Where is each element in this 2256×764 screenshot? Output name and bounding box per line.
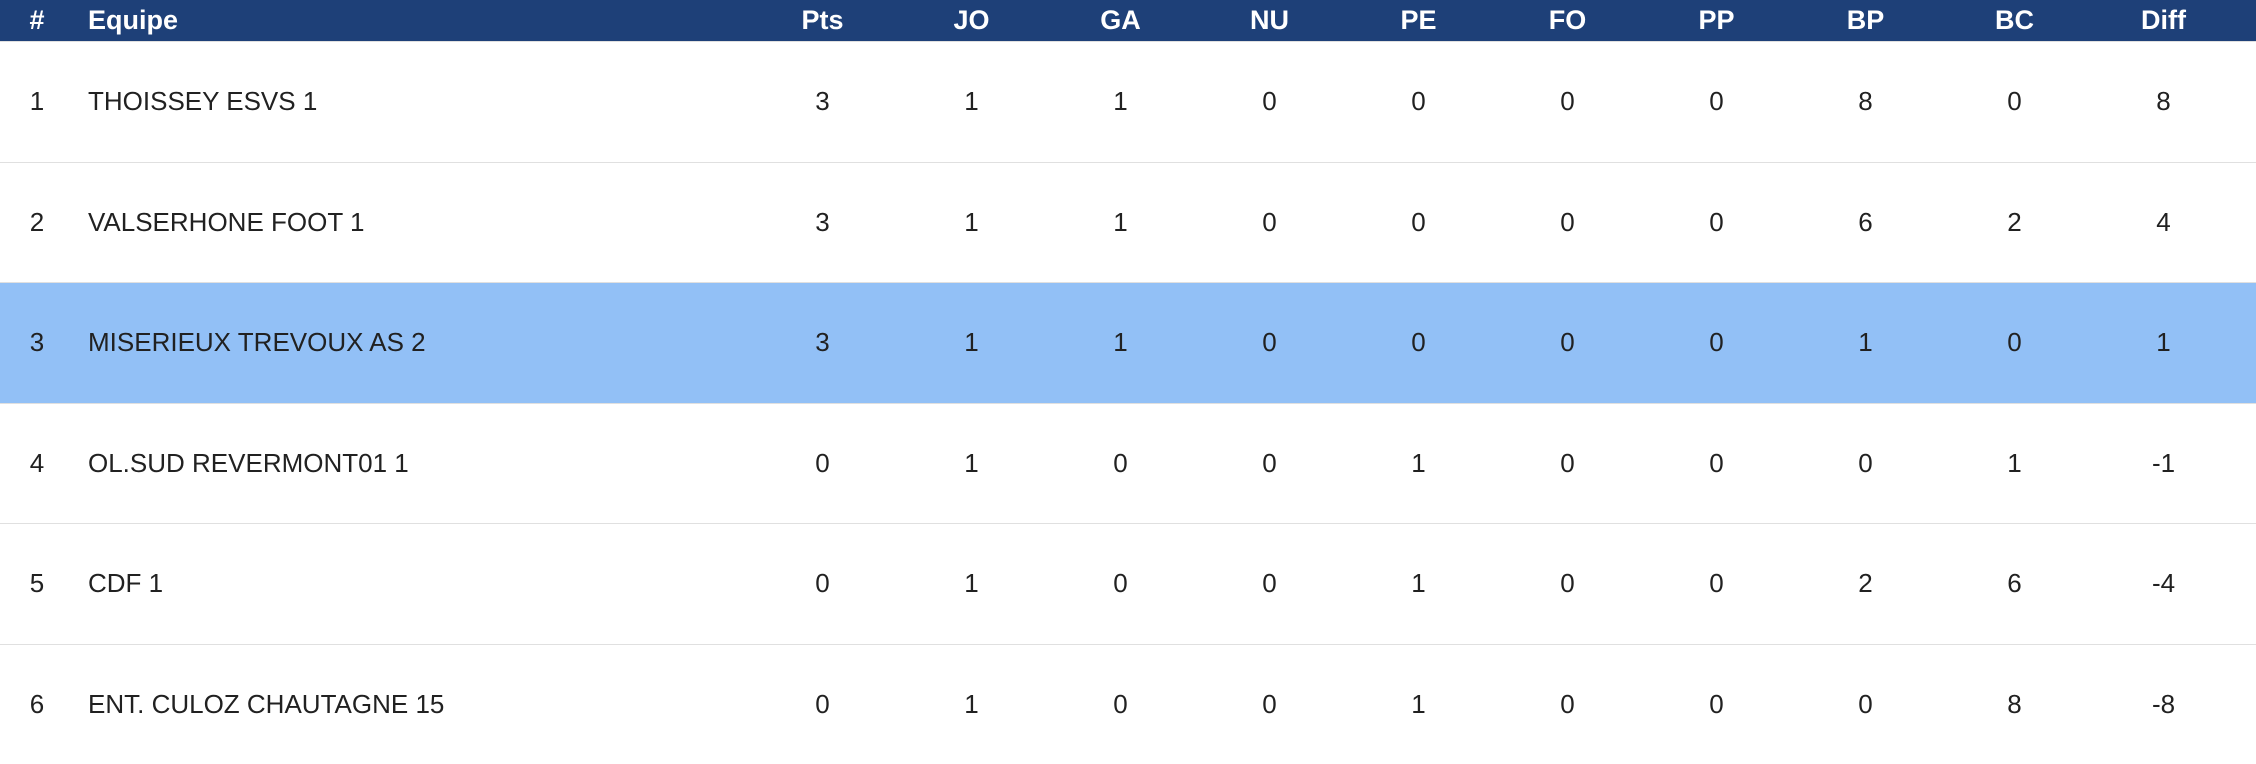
table-row-3-highlighted[interactable]: 3 MISERIEUX TREVOUX AS 2 3 1 1 0 0 0 0 1… [0,282,2256,403]
stat-bp-cell: 6 [1858,206,1873,237]
stat-ga-cell: 1 [1113,327,1128,358]
col-header-fo: FO [1548,5,1587,35]
stat-nu-cell: 0 [1262,327,1277,358]
stat-bc-cell: 0 [2007,327,2022,358]
stat-ga-cell: 0 [1113,688,1128,719]
table-row-4[interactable]: 4 OL.SUD REVERMONT01 1 0 1 0 0 1 0 0 0 1… [0,402,2256,524]
table-row-5[interactable]: 5 CDF 1 0 1 0 0 1 0 0 2 6 -4 [0,523,2256,644]
col-header-rank: # [29,5,45,35]
team-cell: CDF 1 [88,568,164,599]
stat-pe-cell: 1 [1411,688,1426,719]
stat-diff-cell: -4 [2151,568,2176,599]
stat-diff-cell: 8 [2156,86,2171,117]
stat-diff-cell: -1 [2151,447,2176,478]
rank-cell: 1 [29,86,45,117]
team-cell: VALSERHONE FOOT 1 [88,206,365,237]
team-cell: OL.SUD REVERMONT01 1 [88,447,409,478]
stat-fo-cell: 0 [1560,688,1575,719]
rank-cell: 5 [29,568,45,599]
stat-pp-cell: 0 [1709,206,1724,237]
stat-pe-cell: 0 [1411,86,1426,117]
col-header-nu: NU [1250,5,1289,35]
stat-nu-cell: 0 [1262,447,1277,478]
stat-pe-cell: 1 [1411,568,1426,599]
table-header: # Equipe Pts JO GA NU PE FO PP BP BC Dif… [0,0,2256,41]
team-cell: THOISSEY ESVS 1 [88,86,318,117]
stat-fo-cell: 0 [1560,206,1575,237]
stat-jo-cell: 1 [964,206,979,237]
stat-pts-cell: 3 [815,327,830,358]
col-header-jo: JO [953,5,990,35]
rank-cell: 3 [29,327,45,358]
col-header-equipe: Equipe [88,5,179,35]
stat-nu-cell: 0 [1262,568,1277,599]
stat-ga-cell: 0 [1113,447,1128,478]
col-header-pe: PE [1400,5,1437,35]
stat-bc-cell: 1 [2007,447,2022,478]
stat-fo-cell: 0 [1560,447,1575,478]
stat-diff-cell: -8 [2151,688,2176,719]
rank-cell: 4 [29,447,45,478]
stat-pts-cell: 3 [815,206,830,237]
stat-pp-cell: 0 [1709,688,1724,719]
stat-bp-cell: 8 [1858,86,1873,117]
col-header-ga: GA [1100,5,1141,35]
stat-bc-cell: 6 [2007,568,2022,599]
stat-pe-cell: 0 [1411,327,1426,358]
stat-jo-cell: 1 [964,568,979,599]
team-cell: ENT. CULOZ CHAUTAGNE 15 [88,688,445,719]
stat-pe-cell: 1 [1411,447,1426,478]
stat-jo-cell: 1 [964,86,979,117]
stat-jo-cell: 1 [964,688,979,719]
stat-ga-cell: 1 [1113,206,1128,237]
stat-pp-cell: 0 [1709,86,1724,117]
table-row-1[interactable]: 1 THOISSEY ESVS 1 3 1 1 0 0 0 0 8 0 8 [0,41,2256,162]
stat-pp-cell: 0 [1709,327,1724,358]
stat-diff-cell: 4 [2156,206,2171,237]
stat-bc-cell: 2 [2007,206,2022,237]
stat-fo-cell: 0 [1560,327,1575,358]
stat-fo-cell: 0 [1560,86,1575,117]
rank-cell: 6 [29,688,45,719]
stat-bc-cell: 8 [2007,688,2022,719]
team-cell: MISERIEUX TREVOUX AS 2 [88,327,426,358]
col-header-bc: BC [1995,5,2034,35]
stat-jo-cell: 1 [964,327,979,358]
table-row-2[interactable]: 2 VALSERHONE FOOT 1 3 1 1 0 0 0 0 6 2 4 [0,161,2256,283]
stat-nu-cell: 0 [1262,86,1277,117]
stat-ga-cell: 1 [1113,86,1128,117]
stat-pe-cell: 0 [1411,206,1426,237]
stat-pp-cell: 0 [1709,447,1724,478]
col-header-bp: BP [1846,5,1885,35]
stat-nu-cell: 0 [1262,206,1277,237]
stat-bp-cell: 2 [1858,568,1873,599]
table-row-6[interactable]: 6 ENT. CULOZ CHAUTAGNE 15 0 1 0 0 1 0 0 … [0,643,2256,764]
stat-pts-cell: 0 [815,447,830,478]
stat-bp-cell: 0 [1858,447,1873,478]
stat-bp-cell: 1 [1858,327,1873,358]
stat-pts-cell: 3 [815,86,830,117]
stat-bp-cell: 0 [1858,688,1873,719]
stat-pts-cell: 0 [815,568,830,599]
stat-fo-cell: 0 [1560,568,1575,599]
stat-nu-cell: 0 [1262,688,1277,719]
stat-bc-cell: 0 [2007,86,2022,117]
stat-diff-cell: 1 [2156,327,2171,358]
stat-ga-cell: 0 [1113,568,1128,599]
stat-jo-cell: 1 [964,447,979,478]
col-header-pts: Pts [801,5,844,35]
rank-cell: 2 [29,206,45,237]
table-header-row: # Equipe Pts JO GA NU PE FO PP BP BC Dif… [0,0,2238,41]
stat-pts-cell: 0 [815,688,830,719]
stat-pp-cell: 0 [1709,568,1724,599]
col-header-pp: PP [1698,5,1735,35]
col-header-diff: Diff [2141,5,2186,35]
